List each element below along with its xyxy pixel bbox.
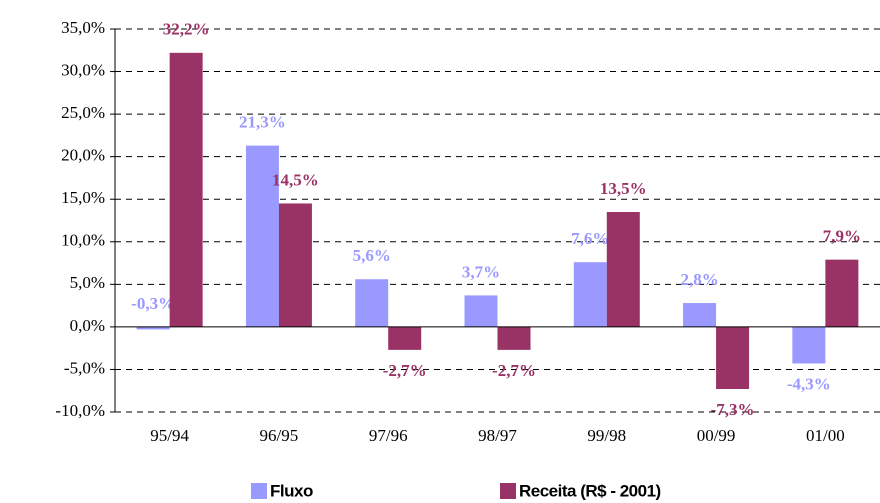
bar — [497, 326, 531, 350]
data-label: -4,3% — [787, 374, 831, 393]
data-label: 14,5% — [272, 170, 319, 189]
data-label: 5,6% — [353, 246, 391, 265]
y-tick-label: 5,0% — [70, 273, 105, 292]
x-tick-label: 00/99 — [697, 426, 736, 445]
bar — [464, 295, 498, 327]
y-tick-label: 0,0% — [70, 316, 105, 335]
data-label: -0,3% — [131, 294, 175, 313]
y-tick-label: 20,0% — [61, 146, 105, 165]
y-tick-label: 15,0% — [61, 188, 105, 207]
x-tick-label: 01/00 — [806, 426, 845, 445]
y-tick-label: -10,0% — [55, 401, 105, 420]
x-tick-label: 99/98 — [587, 426, 626, 445]
bar — [278, 203, 312, 327]
legend-swatch — [251, 483, 267, 499]
bar — [136, 326, 170, 330]
x-tick-label: 96/95 — [260, 426, 299, 445]
bar — [388, 326, 422, 350]
x-tick-label: 95/94 — [150, 426, 189, 445]
data-label: -7,3% — [711, 400, 755, 419]
x-tick-label: 97/96 — [369, 426, 408, 445]
legend-swatch — [500, 483, 516, 499]
bar — [716, 326, 750, 390]
data-label: 2,8% — [680, 270, 718, 289]
data-label: 32,2% — [163, 20, 210, 39]
bar — [245, 145, 279, 327]
bar — [169, 52, 203, 327]
y-tick-label: 10,0% — [61, 231, 105, 250]
x-tick-label: 98/97 — [478, 426, 517, 445]
data-label: 13,5% — [600, 179, 647, 198]
bar — [573, 262, 607, 327]
data-label: -2,7% — [383, 361, 427, 380]
data-label: 7,6% — [571, 229, 609, 248]
bar — [606, 211, 640, 327]
data-label: 21,3% — [239, 113, 286, 132]
data-label: 3,7% — [462, 262, 500, 281]
bar — [792, 326, 826, 364]
bar — [355, 279, 389, 327]
data-label: 7,9% — [823, 227, 861, 246]
y-tick-label: 35,0% — [61, 18, 105, 37]
y-tick-label: -5,0% — [64, 358, 105, 377]
data-label: -2,7% — [492, 361, 536, 380]
bar — [683, 303, 717, 327]
legend-label: Fluxo — [270, 481, 313, 500]
y-tick-label: 30,0% — [61, 60, 105, 79]
legend-label: Receita (R$ - 2001) — [519, 481, 661, 500]
bar — [825, 259, 859, 327]
y-tick-label: 25,0% — [61, 103, 105, 122]
